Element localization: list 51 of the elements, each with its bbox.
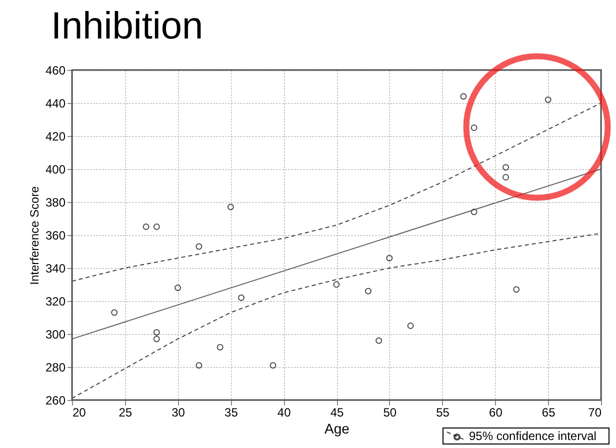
x-tick-label: 35 <box>224 406 238 420</box>
x-tick-label: 65 <box>542 406 556 420</box>
point <box>153 336 160 342</box>
y-tick-label: 300 <box>45 328 66 342</box>
y-tick-label: 380 <box>45 196 66 210</box>
x-axis-title: Age <box>324 420 350 436</box>
x-tick-label: 45 <box>330 406 344 420</box>
y-tick-label: 440 <box>45 96 66 110</box>
x-tick-label: 70 <box>588 406 602 420</box>
y-tick-label: 320 <box>45 294 66 308</box>
legend-label: 95% confidence interval <box>469 429 596 443</box>
point <box>196 362 202 369</box>
point <box>333 281 340 288</box>
point <box>216 344 224 350</box>
point <box>502 174 510 180</box>
point <box>196 243 202 250</box>
x-tick-label: 40 <box>277 406 292 420</box>
chart-title: Inhibition <box>50 5 204 48</box>
y-tick-label: 340 <box>45 262 66 276</box>
point <box>470 208 478 216</box>
y-tick-label: 280 <box>45 360 66 374</box>
point <box>142 224 150 230</box>
point <box>238 294 245 301</box>
point <box>502 164 510 171</box>
point <box>153 224 160 230</box>
point <box>470 124 478 131</box>
point <box>153 329 160 336</box>
point <box>544 96 552 103</box>
x-tick-label: 60 <box>489 406 503 420</box>
y-tick-label: 420 <box>45 130 66 144</box>
x-tick-label: 55 <box>436 406 450 420</box>
y-tick-label: 360 <box>45 228 66 242</box>
point <box>513 286 520 293</box>
y-axis-title: Interference Score <box>27 186 42 285</box>
point <box>174 284 182 292</box>
point <box>227 204 234 210</box>
y-tick-label: 400 <box>45 162 66 176</box>
point <box>111 309 118 316</box>
x-tick-label: 30 <box>172 406 186 420</box>
x-tick-label: 25 <box>118 406 132 420</box>
line-series <box>72 102 602 282</box>
point <box>386 254 393 262</box>
point <box>365 288 372 294</box>
y-tick-label: 460 <box>45 64 66 78</box>
point <box>407 322 414 329</box>
x-tick-label: 50 <box>383 406 397 420</box>
x-tick-label: 20 <box>72 406 86 420</box>
point <box>376 337 382 344</box>
point <box>460 93 467 100</box>
point <box>270 362 276 369</box>
y-tick-label: 260 <box>45 394 66 408</box>
